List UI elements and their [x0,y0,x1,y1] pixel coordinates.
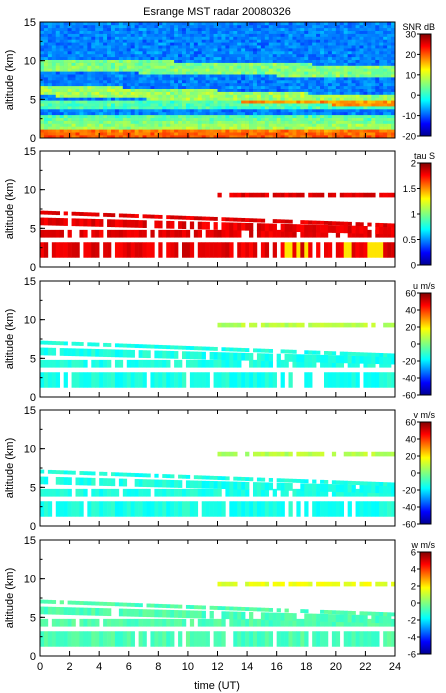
colorbar-tick-label: 0 [411,91,416,102]
colorbar-tick-label: 2 [411,159,416,170]
y-axis-label: altitude (km) [4,50,16,111]
colorbar-tick-label: -2 [408,616,416,627]
panel-u: 0 5 10 15 altitude (km) u m/s -60 -40 -20 0 20 40 60 [4,276,435,404]
x-tick-label: 8 [155,661,161,673]
colorbar-label: u m/s [413,281,436,291]
y-tick-label: 15 [24,146,36,158]
colorbar-snr [419,33,432,137]
colorbar-w [419,551,432,655]
x-tick-label: 6 [126,661,132,673]
colorbar-tick-label: 0 [411,599,416,610]
y-tick-label: 5 [30,612,36,624]
colorbar-tick-label: 40 [405,306,416,317]
panel-snr-image [40,22,396,139]
colorbar-tick-label: -6 [408,650,416,661]
x-tick-label: 18 [300,661,312,673]
colorbar-tick-label: 20 [405,452,416,463]
colorbar-tick-label: 40 [405,435,416,446]
x-tick-label: 0 [37,661,43,673]
y-tick-label: 15 [24,535,36,547]
colorbar-tick-label: 1 [411,210,416,221]
colorbar-tick-label: -40 [402,374,416,385]
colorbar-tick-label: -4 [408,633,416,644]
y-tick-label: 10 [24,185,36,197]
panel-v-image [40,410,396,526]
colorbar-v [419,421,432,525]
y-tick-label: 0 [30,651,36,663]
x-tick-label: 12 [211,661,223,673]
colorbar-tick-label: -60 [402,520,416,531]
colorbar-label: w m/s [411,540,436,550]
y-tick-label: 10 [24,574,36,586]
y-axis-label: altitude (km) [4,438,16,499]
panel-snr: 0 5 10 15 altitude (km) SNR dB -20 -10 0 10 20 30 [4,17,435,145]
colorbar-label: tau S [414,151,435,161]
panel-v: 0 5 10 15 altitude (km) v m/s -60 -40 -20 0 20 40 60 [4,405,435,533]
colorbar-tick-label: -60 [402,391,416,402]
y-tick-label: 5 [30,94,36,106]
colorbar-tick-label: 2 [411,582,416,593]
y-tick-label: 15 [24,17,36,29]
colorbar-tick-label: 60 [405,418,416,429]
colorbar-tick-label: -10 [402,111,416,122]
y-tick-label: 0 [30,262,36,274]
colorbar-tick-label: 0.5 [403,235,416,246]
colorbar-tick-label: -20 [402,486,416,497]
x-tick-label: 16 [271,661,283,673]
x-tick-label: 4 [96,661,102,673]
colorbar-tick-label: 1.5 [403,184,416,195]
colorbar-tick-label: 4 [411,565,416,576]
colorbar-tick-label: 0 [411,469,416,480]
panel-tau: 0 5 10 15 altitude (km) tau S 0 0.5 1 1.5 2 [4,146,435,274]
y-tick-label: 10 [24,315,36,327]
colorbar-tick-label: 10 [405,70,416,81]
panel-u-image [40,281,396,397]
colorbar-label: SNR dB [402,22,435,32]
y-axis-label: altitude (km) [4,179,16,240]
x-tick-label: 10 [182,661,194,673]
x-tick-label: 2 [67,661,73,673]
x-tick-label: 14 [241,661,253,673]
y-tick-label: 15 [24,276,36,288]
x-axis-label: time (UT) [194,680,240,692]
colorbar-tick-label: 60 [405,289,416,300]
colorbar-tick-label: 6 [411,548,416,559]
colorbar-tick-label: 0 [411,340,416,351]
colorbar-tick-label: -20 [402,132,416,143]
y-axis-label: altitude (km) [4,309,16,370]
colorbar-label: v m/s [414,410,436,420]
panel-tau-image [40,151,396,267]
colorbar-tick-label: -40 [402,503,416,514]
colorbar-tau [419,162,432,266]
colorbar-tick-label: -20 [402,357,416,368]
colorbar-tick-label: 20 [405,323,416,334]
y-tick-label: 0 [30,133,36,145]
y-tick-label: 5 [30,223,36,235]
colorbar-tick-label: 20 [405,50,416,61]
x-tick-label: 24 [389,661,401,673]
x-tick-label: 20 [330,661,342,673]
colorbar-u [419,292,432,396]
y-tick-label: 0 [30,392,36,404]
panel-w-image [40,540,396,656]
x-tick-label: 22 [359,661,371,673]
y-tick-label: 0 [30,521,36,533]
y-tick-label: 15 [24,405,36,417]
colorbar-tick-label: 30 [405,30,416,41]
y-tick-label: 5 [30,482,36,494]
figure-title: Esrange MST radar 20080326 [143,6,291,18]
colorbar-tick-label: 0 [411,261,416,272]
y-axis-label: altitude (km) [4,568,16,629]
y-tick-label: 10 [24,444,36,456]
y-tick-label: 5 [30,353,36,365]
y-tick-label: 10 [24,56,36,68]
